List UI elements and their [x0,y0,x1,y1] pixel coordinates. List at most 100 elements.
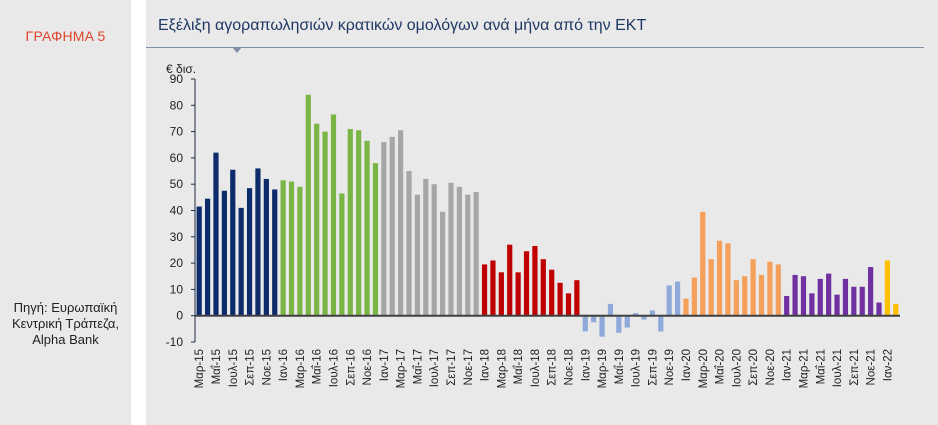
bar-Οκτ-18 [557,282,563,316]
bar-Αυγ-19 [641,315,647,320]
bar-Νοε-15 [263,178,269,316]
bar-Ιουν-15 [221,190,227,316]
bar-Μαρ-16 [297,186,303,316]
x-tick-label: Νοε-18 [563,349,575,385]
bar-Απρ-17 [406,171,412,316]
bar-Οκτ-21 [859,286,865,316]
bar-Ιαν-16 [280,180,286,316]
bar-Μαΐ-15 [213,152,219,316]
x-tick-label: Ιουλ-18 [530,349,542,387]
bar-Απρ-20 [708,259,714,316]
bar-Μαρ-18 [498,272,504,316]
y-tick-label: 90 [170,72,184,86]
bar-Ιαν-20 [683,298,689,316]
bar-Μαρ-19 [599,315,605,337]
x-tick-label: Σεπ-19 [647,349,659,386]
x-tick-label: Μαρ-20 [698,349,710,388]
bar-Ιουν-18 [523,251,530,316]
bar-Ιουλ-19 [633,313,639,316]
bar-Ιαν-17 [381,142,387,316]
x-tick-label: Ιουλ-19 [631,349,643,387]
bar-Ιαν-19 [582,315,588,332]
bar-Νοε-19 [666,285,672,316]
bar-Ιουλ-16 [330,114,337,316]
bar-Φεβ-22 [893,303,899,316]
x-tick-label: Μαρ-16 [295,349,307,388]
bar-Νοε-18 [565,293,572,316]
bar-Ιαν-21 [784,295,790,316]
x-tick-label: Ιουλ-16 [328,349,340,387]
bar-Μαΐ-17 [414,194,421,316]
chart-title: Εξέλιξη αγοραπωλησιών κρατικών ομολόγων … [158,17,647,34]
x-tick-label: Μαρ-17 [396,349,408,388]
x-tick-label: Μαΐ-18 [513,349,525,384]
bar-Σεπ-20 [750,259,756,316]
bar-Μαΐ-19 [616,315,622,333]
x-tick-label: Ιουλ-20 [731,349,743,387]
bar-Μαρ-21 [800,276,807,316]
bar-Σεπ-18 [549,269,555,316]
y-tick-label: 0 [176,309,183,323]
bar-Δεκ-15 [272,189,278,316]
x-tick-label: Ιαν-22 [882,349,894,381]
bar-Ιουν-17 [423,178,429,316]
x-tick-label: Νοε-16 [362,349,374,385]
bar-Ιουν-20 [725,243,731,316]
bar-Μαρ-15 [196,206,202,316]
x-tick-label: Ιαν-18 [480,349,492,381]
bars [196,94,899,337]
y-tick-label: 70 [170,125,184,139]
bar-Ιουλ-15 [230,169,236,316]
bar-Ιουλ-17 [431,184,437,316]
bar-Αυγ-18 [540,259,546,316]
bar-Ιουν-16 [322,131,328,316]
bar-Σεπ-19 [649,310,656,316]
bar-Ιουλ-21 [834,294,840,316]
x-tick-label: Ιαν-20 [681,349,693,381]
bar-Δεκ-21 [876,302,882,316]
bar-Οκτ-15 [255,168,261,316]
x-tick-label: Ιαν-16 [278,349,290,381]
bar-Ιαν-18 [481,264,488,316]
bar-Μαρ-20 [700,211,706,316]
bar-Ιουλ-18 [532,246,538,316]
x-tick-label: Ιουλ-15 [228,349,240,387]
bar-Οκτ-20 [758,274,765,316]
bar-Νοε-16 [364,140,370,316]
chart-panel: Εξέλιξη αγοραπωλησιών κρατικών ομολόγων … [146,0,938,425]
bar-Νοε-17 [465,194,471,316]
x-tick-label: Σεπ-21 [849,349,861,386]
x-tick-label: Μαρ-19 [597,349,609,388]
bar-Απρ-19 [607,303,614,316]
y-tick-label: 50 [170,177,184,191]
y-tick-label: 60 [170,151,184,165]
x-tick-label: Μαΐ-15 [211,349,223,384]
bar-Φεβ-17 [389,136,395,316]
bar-Μαρ-17 [398,130,404,316]
bar-Αυγ-16 [339,193,345,316]
x-tick-label: Ιουλ-17 [429,349,441,387]
x-tick-label: Μαρ-15 [194,349,206,388]
y-tick-label: -10 [166,335,184,349]
x-tick-label: Νοε-21 [866,349,878,385]
bar-Δεκ-18 [574,280,580,316]
bar-Αυγ-21 [842,278,849,316]
bar-Δεκ-17 [473,192,479,316]
x-tick-label: Νοε-20 [765,349,777,385]
x-tick-label: Μαΐ-19 [614,349,626,384]
x-tick-label: Σεπ-17 [446,349,458,386]
y-tick-label: 30 [170,230,184,244]
y-tick-label: 10 [170,282,184,296]
bar-Απρ-18 [507,244,513,316]
bar-Απρ-16 [305,94,311,316]
x-tick-label: Μαΐ-16 [312,349,324,384]
x-tick-label: Μαρ-21 [798,349,810,388]
x-tick-label: Ιαν-19 [580,349,592,381]
bar-Αυγ-17 [439,211,446,316]
x-tick-label: Νοε-19 [664,349,676,385]
bar-Σεπ-17 [448,182,454,316]
bar-Δεκ-16 [372,163,379,316]
y-tick-label: 40 [170,204,184,218]
bar-Ιουν-21 [826,273,832,316]
x-tick-label: Νοε-17 [463,349,475,385]
